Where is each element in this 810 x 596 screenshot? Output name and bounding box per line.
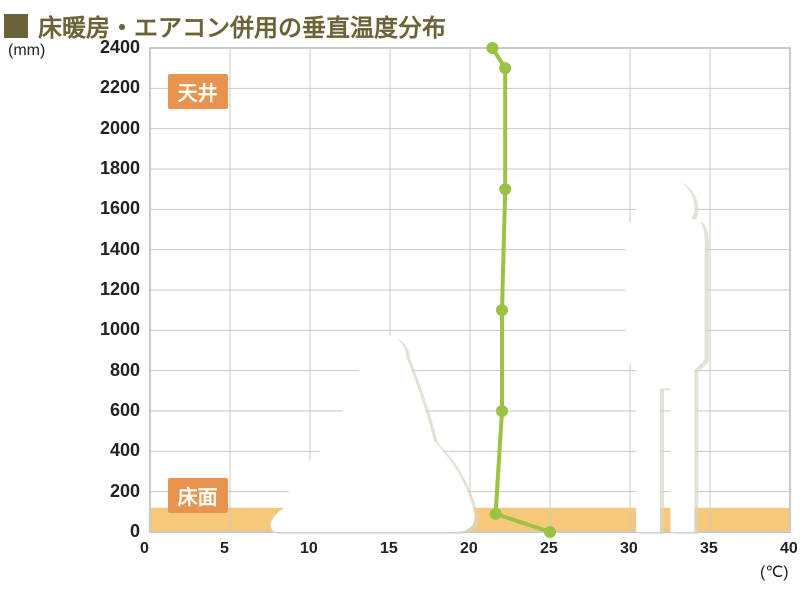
chart-svg: [0, 0, 810, 596]
temperature-series-marker: [544, 526, 556, 538]
temperature-series-marker: [496, 304, 508, 316]
floor-badge: 床面: [168, 478, 228, 513]
temperature-series-marker: [499, 62, 511, 74]
ceiling-badge: 天井: [168, 74, 228, 109]
temperature-series-marker: [486, 42, 498, 54]
silhouette-sitting: [271, 335, 475, 532]
temperature-series-marker: [496, 405, 508, 417]
temperature-series-marker: [499, 183, 511, 195]
temperature-series-marker: [490, 508, 502, 520]
silhouette-standing: [625, 178, 705, 532]
